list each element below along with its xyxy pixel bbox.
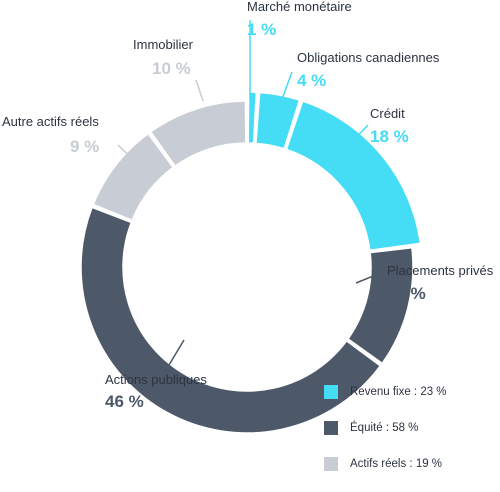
slice-value-6: 9 % [70,137,99,156]
legend-item-actifs-reels: Actifs réels : 19 % [324,456,447,472]
slice-label-5: Actions publiques [105,372,207,387]
slice-label-6: Autre actifs réels [2,114,99,129]
legend-swatch-actifs-reels [324,457,338,471]
donut-slice-1 [247,91,258,144]
legend-label-revenu-fixe: Revenu fixe : 23 % [350,386,447,398]
donut-slice-7 [149,100,247,168]
donut-slice-3 [285,100,422,252]
slice-label-4: Placements privés [387,263,494,278]
donut-svg: Marché monétaire 1 % Obligations canadienn… [2,0,494,434]
legend-swatch-revenu-fixe [324,385,338,399]
leader-line-2 [280,71,293,103]
slice-label-2: Obligations canadiennes [297,50,440,65]
slice-value-3: 18 % [370,127,409,146]
slice-label-3: Crédit [370,106,405,121]
slice-value-2: 4 % [297,71,326,90]
donut-slice-5 [80,206,382,434]
slice-value-1: 1 % [247,20,276,39]
leader-line-7 [195,79,204,102]
slice-value-4: 12 % [387,284,426,303]
leader-line-4 [355,271,384,284]
slice-value-7: 10 % [152,59,191,78]
legend-swatch-equite [324,421,338,435]
slice-label-1: Marché monétaire [247,0,352,14]
leader-line-5 [165,339,185,371]
legend-item-revenu-fixe: Revenu fixe : 23 % [324,384,447,400]
legend-label-actifs-reels: Actifs réels : 19 % [350,458,443,470]
legend: Revenu fixe : 23 % Équité : 58 % Actifs … [324,384,447,492]
donut-slice-2 [255,91,301,150]
legend-label-equite: Équité : 58 % [350,422,419,434]
legend-item-equite: Équité : 58 % [324,420,447,436]
donut-chart: Marché monétaire 1 % Obligations canadienn… [2,0,494,471]
leader-line-6 [117,144,143,169]
slice-value-5: 46 % [105,392,144,411]
slice-label-7: Immobilier [133,37,194,52]
donut-slice-6 [92,132,175,222]
leader-line-3 [350,124,369,144]
